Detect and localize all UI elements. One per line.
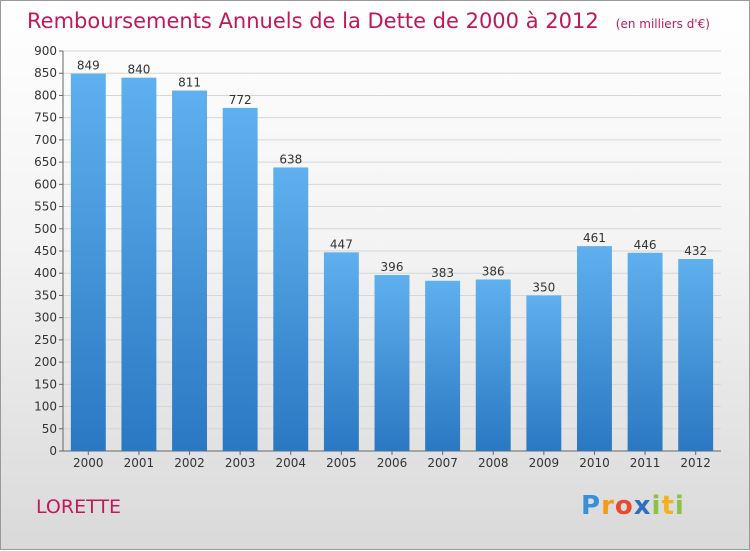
data-label-2003: 772 (229, 93, 252, 107)
data-label-2002: 811 (178, 76, 201, 90)
bar-2007 (425, 280, 461, 451)
y-tick-label: 600 (34, 177, 57, 191)
y-tick-label: 650 (34, 155, 57, 169)
chart-title: Remboursements Annuels de la Dette de 20… (27, 9, 599, 33)
data-label-2012: 432 (684, 244, 707, 258)
bar-2012 (678, 259, 714, 451)
data-label-2004: 638 (279, 152, 302, 166)
y-tick-label: 800 (34, 88, 57, 102)
chart-title-area: Remboursements Annuels de la Dette de 20… (27, 9, 710, 33)
x-tick-label-2008: 2008 (478, 456, 509, 470)
data-label-2011: 446 (634, 238, 657, 252)
data-label-2008: 386 (482, 264, 505, 278)
y-tick-label: 700 (34, 133, 57, 147)
logo-letter: x (633, 491, 652, 521)
y-tick-label: 750 (34, 111, 57, 125)
y-tick-label: 450 (34, 244, 57, 258)
y-tick-label: 50 (42, 422, 57, 436)
x-tick-label-2005: 2005 (326, 456, 357, 470)
y-tick-label: 200 (34, 355, 57, 369)
x-tick-label-2002: 2002 (174, 456, 205, 470)
bar-2008 (475, 279, 511, 451)
data-label-2005: 447 (330, 237, 353, 251)
data-label-2000: 849 (77, 59, 100, 73)
x-tick-label-2009: 2009 (529, 456, 560, 470)
y-tick-label: 850 (34, 66, 57, 80)
bar-2010 (576, 246, 612, 451)
x-tick-label-2012: 2012 (680, 456, 711, 470)
y-tick-label: 250 (34, 333, 57, 347)
bar-2001 (121, 77, 157, 452)
bar-2003 (222, 107, 258, 451)
y-tick-label: 100 (34, 400, 57, 414)
bar-2004 (273, 167, 309, 451)
x-tick-label-2001: 2001 (124, 456, 155, 470)
y-tick-label: 400 (34, 266, 57, 280)
bar-2005 (323, 252, 359, 451)
y-tick-label: 900 (34, 44, 57, 58)
x-tick-label-2010: 2010 (579, 456, 610, 470)
data-label-2006: 396 (381, 260, 404, 274)
y-tick-label: 150 (34, 377, 57, 391)
logo-letter: r (601, 491, 615, 521)
data-label-2001: 840 (127, 63, 150, 77)
commune-name: LORETTE (36, 496, 121, 518)
y-tick-label: 550 (34, 200, 57, 214)
logo-letter: t (661, 491, 675, 521)
y-tick-labels: 0 50 100 150 200 250 300 350 400 450 500 550 600 650 7… (34, 44, 57, 458)
x-tick-label-2004: 2004 (275, 456, 306, 470)
y-tick-label: 300 (34, 311, 57, 325)
data-labels: 849 840 811 772 638 447 396 383 386 350 461 446 432 (77, 59, 707, 295)
x-tick-label-2006: 2006 (377, 456, 408, 470)
logo-letter: P (581, 491, 602, 521)
y-tick-label: 0 (49, 444, 57, 458)
y-tick-label: 500 (34, 222, 57, 236)
x-tick-label-2000: 2000 (73, 456, 104, 470)
logo-letter: o (614, 491, 634, 521)
x-tick-labels: 2000 2001 2002 2003 2004 2005 2006 2007 2008 2009… (73, 456, 711, 470)
x-tick-label-2003: 2003 (225, 456, 256, 470)
data-label-2007: 383 (431, 266, 454, 280)
bar-2009 (526, 295, 562, 451)
logo-letter: i (674, 491, 685, 521)
bar-2011 (627, 252, 663, 451)
bars (70, 73, 714, 452)
x-tick-label-2007: 2007 (427, 456, 458, 470)
bar-2002 (172, 90, 208, 452)
data-label-2009: 350 (532, 280, 555, 294)
bar-2006 (374, 275, 410, 451)
bar-2000 (70, 73, 106, 452)
x-tick-label-2011: 2011 (630, 456, 661, 470)
data-label-2010: 461 (583, 231, 606, 245)
logo-letter: i (651, 491, 662, 521)
chart-unit-note: (en milliers d'€) (615, 17, 710, 31)
y-tick-label: 350 (34, 288, 57, 302)
proxiti-logo: Proxiti (581, 491, 685, 521)
